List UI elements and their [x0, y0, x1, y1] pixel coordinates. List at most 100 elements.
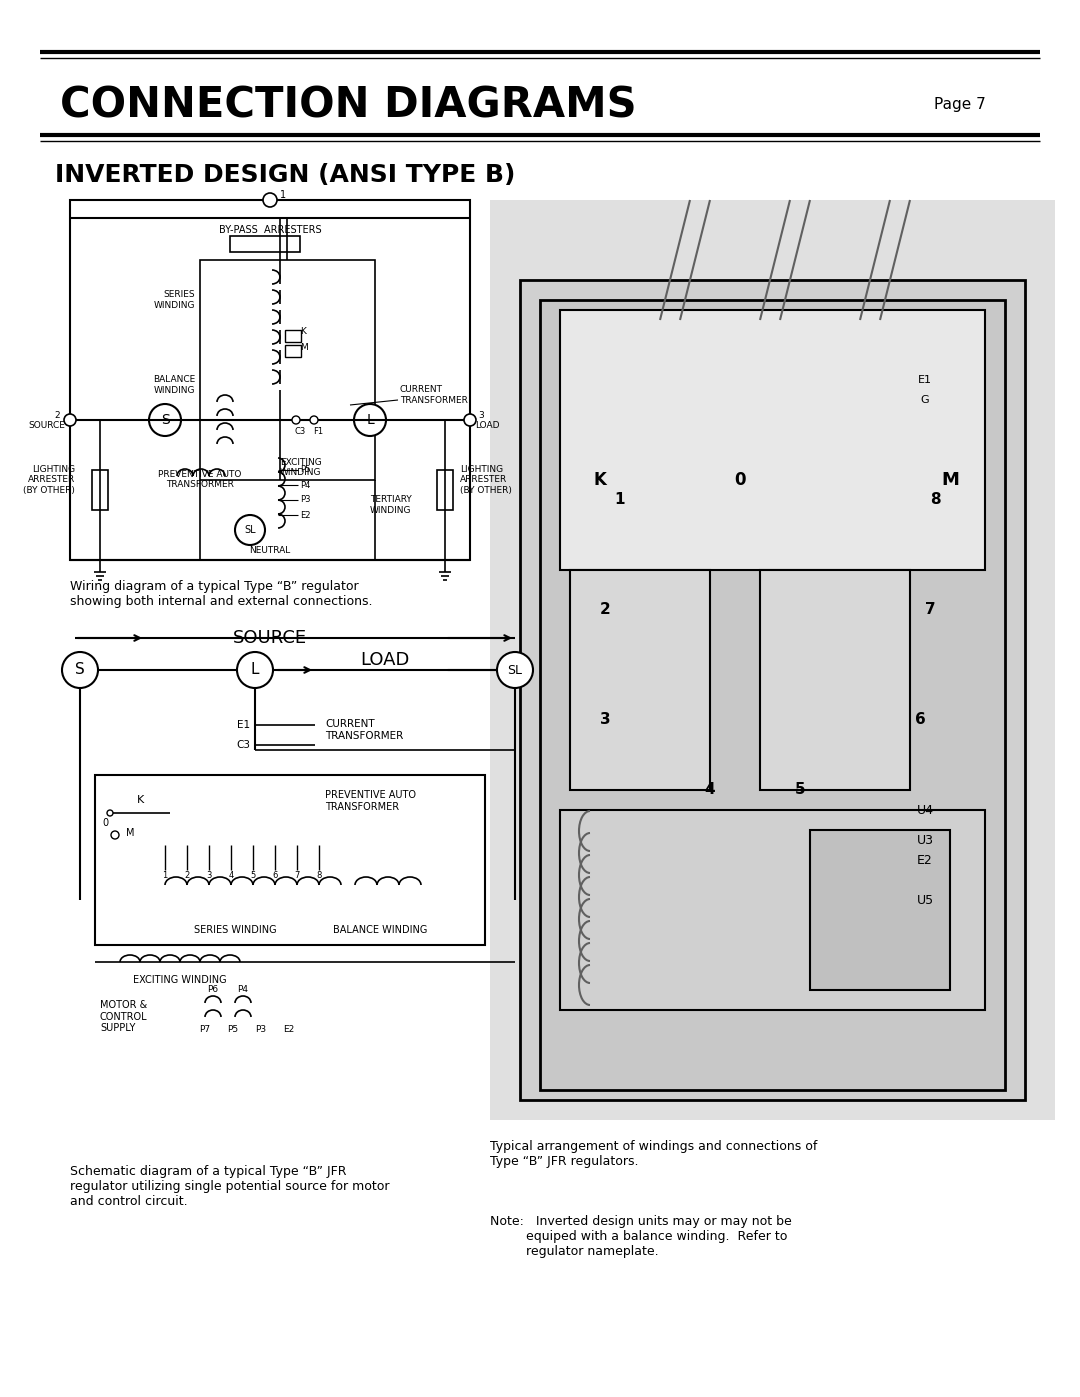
Text: E1: E1 — [237, 719, 249, 731]
Text: Note:   Inverted design units may or may not be
         equiped with a balance : Note: Inverted design units may or may n… — [490, 1215, 792, 1259]
Text: 2: 2 — [54, 411, 60, 419]
Bar — [230, 236, 300, 251]
Text: P4: P4 — [238, 985, 248, 995]
Text: P3: P3 — [300, 496, 311, 504]
Text: 5: 5 — [251, 870, 256, 880]
Text: CURRENT
TRANSFORMER: CURRENT TRANSFORMER — [325, 719, 403, 740]
Text: CONNECTION DIAGRAMS: CONNECTION DIAGRAMS — [60, 84, 636, 126]
Circle shape — [149, 404, 181, 436]
Text: L: L — [251, 662, 259, 678]
Text: K: K — [594, 471, 607, 489]
Bar — [437, 469, 453, 510]
Text: Page 7: Page 7 — [934, 98, 986, 113]
Text: K: K — [300, 327, 306, 337]
Bar — [95, 775, 485, 944]
Text: SERIES
WINDING: SERIES WINDING — [153, 291, 195, 310]
Bar — [519, 279, 1025, 1099]
Text: EXCITING WINDING: EXCITING WINDING — [133, 975, 227, 985]
Text: E1: E1 — [918, 374, 932, 386]
Text: U5: U5 — [917, 894, 933, 907]
Bar — [92, 469, 108, 510]
Text: P3: P3 — [256, 1025, 267, 1035]
Text: 1: 1 — [615, 493, 625, 507]
Text: 3: 3 — [206, 870, 212, 880]
Circle shape — [292, 416, 300, 425]
Text: 8: 8 — [930, 493, 941, 507]
Text: LIGHTING
ARRESTER
(BY OTHER): LIGHTING ARRESTER (BY OTHER) — [23, 465, 75, 495]
Text: PREVENTIVE AUTO
TRANSFORMER: PREVENTIVE AUTO TRANSFORMER — [325, 789, 416, 812]
Bar — [810, 830, 950, 990]
Text: P6: P6 — [207, 985, 218, 995]
Text: E2: E2 — [300, 510, 311, 520]
Text: 1: 1 — [280, 190, 286, 200]
Bar — [285, 345, 301, 358]
Text: LOAD: LOAD — [475, 420, 499, 429]
Text: SERIES WINDING: SERIES WINDING — [193, 925, 276, 935]
Text: C3: C3 — [295, 427, 306, 436]
Text: U3: U3 — [917, 834, 933, 847]
Text: P7: P7 — [200, 1025, 211, 1035]
Text: 5: 5 — [795, 782, 806, 798]
Text: M: M — [125, 828, 134, 838]
Text: MOTOR &
CONTROL
SUPPLY: MOTOR & CONTROL SUPPLY — [100, 1000, 148, 1034]
Text: 1: 1 — [162, 870, 167, 880]
Text: INVERTED DESIGN (ANSI TYPE B): INVERTED DESIGN (ANSI TYPE B) — [55, 163, 515, 187]
Bar — [540, 300, 1005, 1090]
Text: 4: 4 — [704, 782, 715, 798]
Text: P4: P4 — [300, 481, 310, 489]
Text: SOURCE: SOURCE — [28, 420, 65, 429]
Circle shape — [310, 416, 318, 425]
Bar — [285, 330, 301, 342]
Text: LIGHTING
ARRESTER
(BY OTHER): LIGHTING ARRESTER (BY OTHER) — [460, 465, 512, 495]
Text: 6: 6 — [272, 870, 278, 880]
Text: C3: C3 — [237, 740, 249, 750]
Text: 3: 3 — [599, 712, 610, 728]
Text: 4: 4 — [228, 870, 233, 880]
Text: CURRENT
TRANSFORMER: CURRENT TRANSFORMER — [400, 386, 468, 405]
Text: U4: U4 — [917, 803, 933, 816]
Text: K: K — [136, 795, 144, 805]
Text: SL: SL — [244, 525, 256, 535]
Text: EXCITING
WINDING: EXCITING WINDING — [280, 458, 322, 478]
Text: M: M — [941, 471, 959, 489]
Text: NEUTRAL: NEUTRAL — [249, 546, 291, 555]
Circle shape — [264, 193, 276, 207]
Text: 2: 2 — [599, 602, 610, 617]
Circle shape — [464, 414, 476, 426]
Text: 0: 0 — [734, 471, 746, 489]
Text: S: S — [76, 662, 85, 678]
Text: 2: 2 — [185, 870, 190, 880]
Bar — [760, 570, 910, 789]
Bar — [561, 810, 985, 1010]
Text: PREVENTIVE AUTO
TRANSFORMER: PREVENTIVE AUTO TRANSFORMER — [159, 469, 242, 489]
Text: F1: F1 — [313, 427, 323, 436]
Text: 3: 3 — [478, 411, 484, 419]
Text: P5: P5 — [228, 1025, 239, 1035]
Text: BALANCE
WINDING: BALANCE WINDING — [152, 376, 195, 395]
Text: Typical arrangement of windings and connections of
Type “B” JFR regulators.: Typical arrangement of windings and conn… — [490, 1140, 818, 1168]
Text: E2: E2 — [917, 854, 933, 866]
Circle shape — [62, 652, 98, 687]
Text: BALANCE WINDING: BALANCE WINDING — [333, 925, 428, 935]
Bar — [561, 310, 985, 570]
Text: 8: 8 — [316, 870, 322, 880]
Circle shape — [354, 404, 386, 436]
Text: Wiring diagram of a typical Type “B” regulator
showing both internal and externa: Wiring diagram of a typical Type “B” reg… — [70, 580, 373, 608]
Text: L: L — [366, 414, 374, 427]
Text: Schematic diagram of a typical Type “B” JFR
regulator utilizing single potential: Schematic diagram of a typical Type “B” … — [70, 1165, 390, 1208]
Text: M: M — [300, 344, 308, 352]
Text: BY-PASS  ARRESTERS: BY-PASS ARRESTERS — [218, 225, 322, 235]
Circle shape — [497, 652, 534, 687]
Circle shape — [235, 515, 265, 545]
Text: TERTIARY
WINDING: TERTIARY WINDING — [370, 496, 411, 514]
Bar — [200, 260, 375, 481]
Circle shape — [111, 831, 119, 840]
Text: SL: SL — [508, 664, 523, 676]
Text: 7: 7 — [295, 870, 299, 880]
Circle shape — [64, 414, 76, 426]
Text: 7: 7 — [924, 602, 935, 617]
Text: S: S — [161, 414, 170, 427]
Bar — [70, 200, 470, 560]
Text: P5: P5 — [300, 465, 310, 475]
Text: 0: 0 — [102, 819, 108, 828]
